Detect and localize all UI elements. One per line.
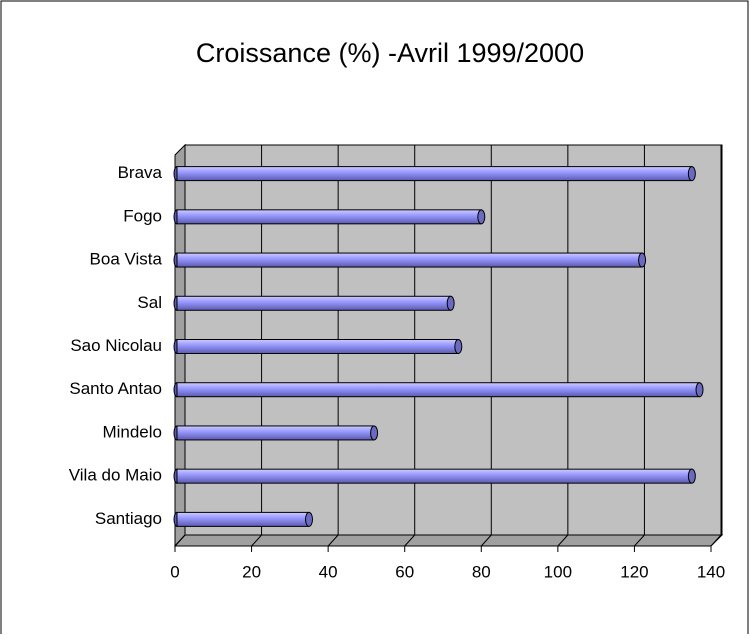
y-tick-label: Sao Nicolau bbox=[70, 336, 162, 355]
x-tick-label: 120 bbox=[620, 562, 648, 581]
grid-line bbox=[174, 534, 186, 547]
bar-cap bbox=[370, 425, 379, 441]
bar bbox=[176, 209, 482, 225]
chart-title: Croissance (%) -Avril 1999/2000 bbox=[196, 38, 584, 68]
bar bbox=[176, 166, 693, 182]
bar-cap bbox=[638, 252, 647, 268]
grid-line bbox=[251, 534, 262, 547]
y-tick-label: Vila do Maio bbox=[69, 466, 162, 485]
bar bbox=[176, 511, 310, 527]
grid-line bbox=[480, 534, 492, 547]
bar bbox=[176, 382, 701, 398]
bar-cap bbox=[687, 166, 696, 182]
bar bbox=[176, 425, 375, 441]
bar-cap bbox=[446, 295, 455, 311]
x-tick-label: 0 bbox=[170, 562, 179, 581]
bar bbox=[176, 339, 459, 354]
bar bbox=[176, 295, 452, 311]
y-tick-label: Santiago bbox=[95, 509, 162, 528]
bar-cap bbox=[687, 468, 696, 484]
grid-line bbox=[634, 534, 645, 547]
bar bbox=[176, 468, 693, 484]
y-tick-label: Mindelo bbox=[102, 422, 162, 441]
y-tick-label: Fogo bbox=[123, 206, 162, 225]
grid-line bbox=[327, 534, 339, 547]
y-tick-label: Brava bbox=[118, 163, 163, 182]
x-tick-label: 80 bbox=[472, 562, 491, 581]
grid-line bbox=[710, 534, 722, 547]
y-tick-label: Boa Vista bbox=[90, 250, 163, 269]
x-tick-label: 100 bbox=[544, 562, 572, 581]
y-tick-label: Sal bbox=[137, 293, 162, 312]
bar-cap bbox=[695, 382, 704, 398]
grid-line bbox=[404, 534, 416, 547]
y-tick-label: Santo Antao bbox=[69, 379, 162, 398]
x-tick-label: 40 bbox=[319, 562, 338, 581]
bar-cap bbox=[477, 209, 486, 225]
x-tick-label: 140 bbox=[697, 562, 725, 581]
bar-cap bbox=[305, 511, 313, 527]
bar-cap bbox=[454, 339, 463, 354]
x-tick-label: 60 bbox=[395, 562, 414, 581]
x-tick-label: 20 bbox=[242, 562, 261, 581]
bar bbox=[176, 252, 643, 268]
grid-line bbox=[557, 534, 569, 547]
